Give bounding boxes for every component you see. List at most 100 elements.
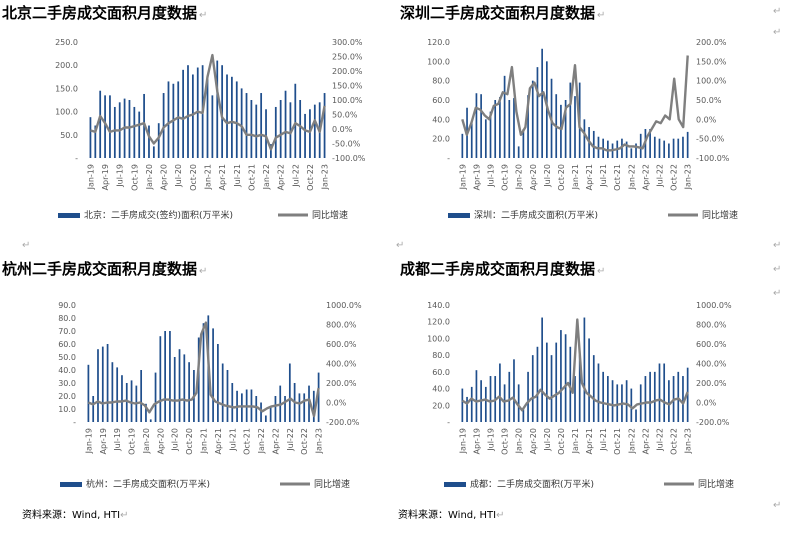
bar <box>279 100 282 158</box>
y-left-tick-label: 150.0 <box>55 84 78 93</box>
y-right-tick-label: 50.0% <box>696 96 722 105</box>
x-tick-label: Oct-20 <box>189 164 198 191</box>
x-tick-label: Jan-21 <box>571 428 580 454</box>
y-right-tick-label: 0.0% <box>696 115 717 124</box>
y-right-tick-label: 250.0% <box>332 53 363 62</box>
x-tick-label: Jul-20 <box>543 164 552 188</box>
x-tick-label: Apr-21 <box>214 428 223 454</box>
legend-line-label: 同比增速 <box>314 478 350 490</box>
bar <box>541 48 543 159</box>
x-tick-label: Jan-19 <box>84 428 93 454</box>
growth-line <box>90 53 326 151</box>
bar <box>99 90 102 158</box>
bar <box>531 355 534 422</box>
x-tick-label: Jan-23 <box>321 164 330 190</box>
bar <box>686 131 689 158</box>
legend-bar-swatch <box>58 213 80 218</box>
y-left-tick-label: 250.0 <box>55 38 78 47</box>
paragraph-mark: ↵ <box>22 240 30 251</box>
bar <box>494 100 497 158</box>
x-tick-label: Jul-19 <box>487 428 496 452</box>
bar <box>630 148 633 158</box>
y-right-tick-label: 800.0% <box>326 321 357 330</box>
bar <box>517 146 520 158</box>
x-tick-label: Oct-19 <box>130 164 139 191</box>
source-text: Wind, HTI <box>72 510 121 521</box>
y-right-tick-label: 300.0% <box>332 38 363 47</box>
legend-bar-label: 深圳：二手房成交面积(万平米) <box>474 209 598 221</box>
chart-title: 杭州二手房成交面积月度数据 <box>2 260 197 278</box>
bar <box>260 402 262 422</box>
y-right-tick-label: 200.0% <box>696 379 727 388</box>
x-tick-label: Apr-22 <box>271 428 280 454</box>
bar <box>274 396 277 422</box>
y-left-tick-label: 50.0 <box>60 131 78 140</box>
bar <box>653 136 656 158</box>
bar <box>303 393 306 422</box>
bar <box>217 344 219 422</box>
bar <box>89 117 92 158</box>
legend-line-label: 同比增速 <box>312 209 348 221</box>
bar <box>240 88 243 158</box>
y-right-tick-label: 50.0% <box>332 111 358 120</box>
bar <box>484 386 487 422</box>
y-right-tick-label: -50.0% <box>696 135 725 144</box>
bar <box>616 384 619 422</box>
bar <box>221 363 224 422</box>
bar <box>484 119 487 158</box>
bar <box>513 98 515 158</box>
y-left-tick-label: - <box>447 154 450 163</box>
x-tick-label: Jan-20 <box>515 428 524 454</box>
y-right-tick-label: 0.0% <box>332 125 353 134</box>
bar <box>592 130 595 158</box>
y-right-tick-label: 400.0% <box>326 360 357 369</box>
x-tick-label: Jan-22 <box>627 164 636 190</box>
bar <box>489 376 492 422</box>
bar <box>527 371 529 422</box>
y-left-tick-label: 100.0 <box>55 108 78 117</box>
x-tick-label: Jul-20 <box>171 428 180 452</box>
x-tick-label: Oct-22 <box>306 164 315 191</box>
x-tick-label: Jul-20 <box>543 428 552 452</box>
y-left-tick-label: 20.0 <box>58 392 76 401</box>
x-tick-label: Apr-21 <box>585 428 594 454</box>
bar <box>113 106 116 158</box>
paragraph-mark: ↵ <box>773 27 781 38</box>
x-tick-label: Apr-20 <box>156 428 165 454</box>
bar <box>536 67 539 158</box>
bar <box>226 370 229 422</box>
x-tick-label: Oct-22 <box>670 428 679 455</box>
y-left-tick-label: - <box>73 418 76 427</box>
bar <box>145 403 147 422</box>
y-right-tick-label: 1000.0% <box>696 301 732 310</box>
bar <box>226 74 228 158</box>
x-tick-label: Jan-22 <box>257 428 266 454</box>
bar <box>630 388 633 422</box>
y-right-tick-label: 0.0% <box>326 399 347 408</box>
y-left-tick-label: 140.0 <box>427 301 450 310</box>
x-tick-label: Jul-21 <box>228 428 237 452</box>
bar <box>560 330 562 422</box>
chart-panel-1: 北京二手房成交面积月度数据 ↵ - 50.0 100.0 150.0 200.0 250.0 -… <box>2 4 366 221</box>
legend-bar-swatch <box>448 213 470 218</box>
chart-title: 深圳二手房成交面积月度数据 <box>400 4 595 22</box>
bar <box>682 376 684 422</box>
x-tick-label: Jul-22 <box>655 164 664 188</box>
bar <box>536 346 539 422</box>
bar <box>265 109 267 158</box>
bar <box>188 362 190 422</box>
bar <box>109 95 111 158</box>
bar <box>250 100 253 158</box>
y-left-tick-label: 10.0 <box>58 405 76 414</box>
bar <box>527 95 529 158</box>
bar <box>569 346 572 422</box>
bar <box>508 371 511 422</box>
bar <box>87 364 90 422</box>
bar <box>270 144 272 158</box>
x-tick-label: Jul-22 <box>291 164 300 188</box>
bar <box>597 363 600 422</box>
bar <box>312 390 315 422</box>
bar <box>677 138 680 158</box>
bar <box>159 336 162 422</box>
